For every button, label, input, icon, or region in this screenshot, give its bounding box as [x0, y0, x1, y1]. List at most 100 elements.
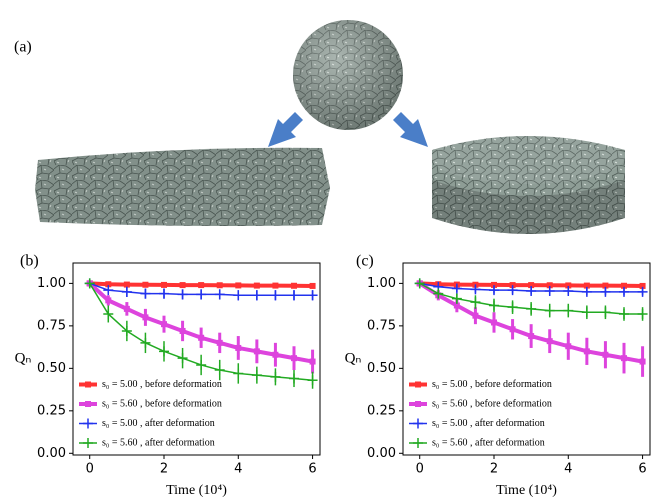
- x-tick-label: 4: [564, 462, 572, 477]
- y-tick-label: 0.50: [367, 361, 396, 376]
- marker: [272, 283, 278, 289]
- legend-label: s₀ = 5.00 , before deformation: [102, 379, 222, 390]
- marker: [142, 314, 148, 320]
- marker: [270, 290, 280, 300]
- marker: [470, 297, 480, 307]
- marker: [582, 307, 592, 317]
- panel-label: (c): [356, 253, 374, 270]
- y-tick-label: 1.00: [367, 276, 396, 291]
- marker: [180, 328, 186, 334]
- marker: [272, 352, 278, 358]
- marker: [233, 368, 243, 378]
- legend-label: s₀ = 5.60 , before deformation: [432, 398, 552, 409]
- marker: [600, 287, 610, 297]
- marker: [235, 282, 241, 288]
- legend-swatch: [415, 401, 421, 407]
- y-tick-label: 0.00: [37, 446, 66, 461]
- marker: [619, 309, 629, 319]
- legend-label: s₀ = 5.60 , before deformation: [102, 398, 222, 409]
- series: [87, 280, 316, 289]
- marker: [196, 289, 206, 299]
- marker: [161, 282, 167, 288]
- x-tick-label: 4: [234, 462, 242, 477]
- marker: [526, 286, 536, 296]
- panel-label: (b): [20, 253, 39, 270]
- legend-label: s₀ = 5.60 , after deformation: [432, 437, 545, 448]
- marker: [180, 282, 186, 288]
- marker: [270, 372, 280, 382]
- x-axis-label: Time (10⁴): [166, 483, 227, 498]
- legend-swatch: [413, 419, 423, 429]
- series: [85, 278, 318, 300]
- y-axis-label: Qₙ: [15, 350, 32, 366]
- marker: [310, 359, 316, 365]
- marker: [289, 290, 299, 300]
- y-tick-label: 1.00: [37, 276, 66, 291]
- marker: [291, 355, 297, 361]
- marker: [619, 287, 629, 297]
- marker: [235, 345, 241, 351]
- legend-swatch: [83, 438, 93, 448]
- marker: [233, 290, 243, 300]
- marker: [215, 289, 225, 299]
- marker: [526, 304, 536, 314]
- marker: [105, 297, 111, 303]
- x-tick-label: 6: [308, 462, 316, 477]
- marker: [310, 283, 316, 289]
- marker: [510, 326, 516, 332]
- marker: [124, 282, 130, 288]
- marker: [582, 287, 592, 297]
- legend-label: s₀ = 5.00 , after deformation: [432, 418, 545, 429]
- marker: [308, 290, 318, 300]
- marker: [254, 283, 260, 289]
- disk: [432, 132, 625, 234]
- marker: [142, 282, 148, 288]
- marker: [254, 348, 260, 354]
- marker: [252, 370, 262, 380]
- legend-swatch: [83, 419, 93, 429]
- marker: [178, 353, 188, 363]
- marker: [621, 355, 627, 361]
- y-tick-label: 0.75: [37, 318, 66, 333]
- legend-swatch: [413, 438, 423, 448]
- marker: [565, 343, 571, 349]
- marker: [584, 348, 590, 354]
- marker: [215, 365, 225, 375]
- marker: [563, 286, 573, 296]
- legend-label: s₀ = 5.00 , after deformation: [102, 418, 215, 429]
- x-tick-label: 2: [160, 462, 168, 477]
- legend-label: s₀ = 5.60 , after deformation: [102, 437, 215, 448]
- x-tick-label: 2: [490, 462, 498, 477]
- marker: [291, 283, 297, 289]
- marker: [563, 306, 573, 316]
- arrow: [393, 112, 428, 147]
- arrow: [268, 112, 303, 147]
- x-axis-label: Time (10⁴): [496, 483, 557, 498]
- marker: [545, 306, 555, 316]
- cylinder: [35, 148, 330, 226]
- y-tick-label: 0.25: [37, 403, 66, 418]
- y-tick-label: 0.25: [367, 403, 396, 418]
- y-tick-label: 0.00: [367, 446, 396, 461]
- marker: [252, 290, 262, 300]
- marker: [638, 287, 648, 297]
- marker: [602, 352, 608, 358]
- marker: [600, 307, 610, 317]
- legend-label: s₀ = 5.00 , before deformation: [432, 379, 552, 390]
- marker: [198, 335, 204, 341]
- marker: [508, 302, 518, 312]
- marker: [198, 282, 204, 288]
- y-tick-label: 0.75: [367, 318, 396, 333]
- x-tick-label: 6: [638, 462, 646, 477]
- marker: [640, 359, 646, 365]
- y-axis-label: Qₙ: [345, 350, 362, 366]
- marker: [103, 285, 113, 295]
- marker: [545, 286, 555, 296]
- y-tick-label: 0.50: [37, 361, 66, 376]
- marker: [140, 338, 150, 348]
- marker: [638, 309, 648, 319]
- marker: [217, 340, 223, 346]
- legend-swatch: [415, 382, 421, 388]
- x-tick-label: 0: [416, 462, 424, 477]
- marker: [159, 289, 169, 299]
